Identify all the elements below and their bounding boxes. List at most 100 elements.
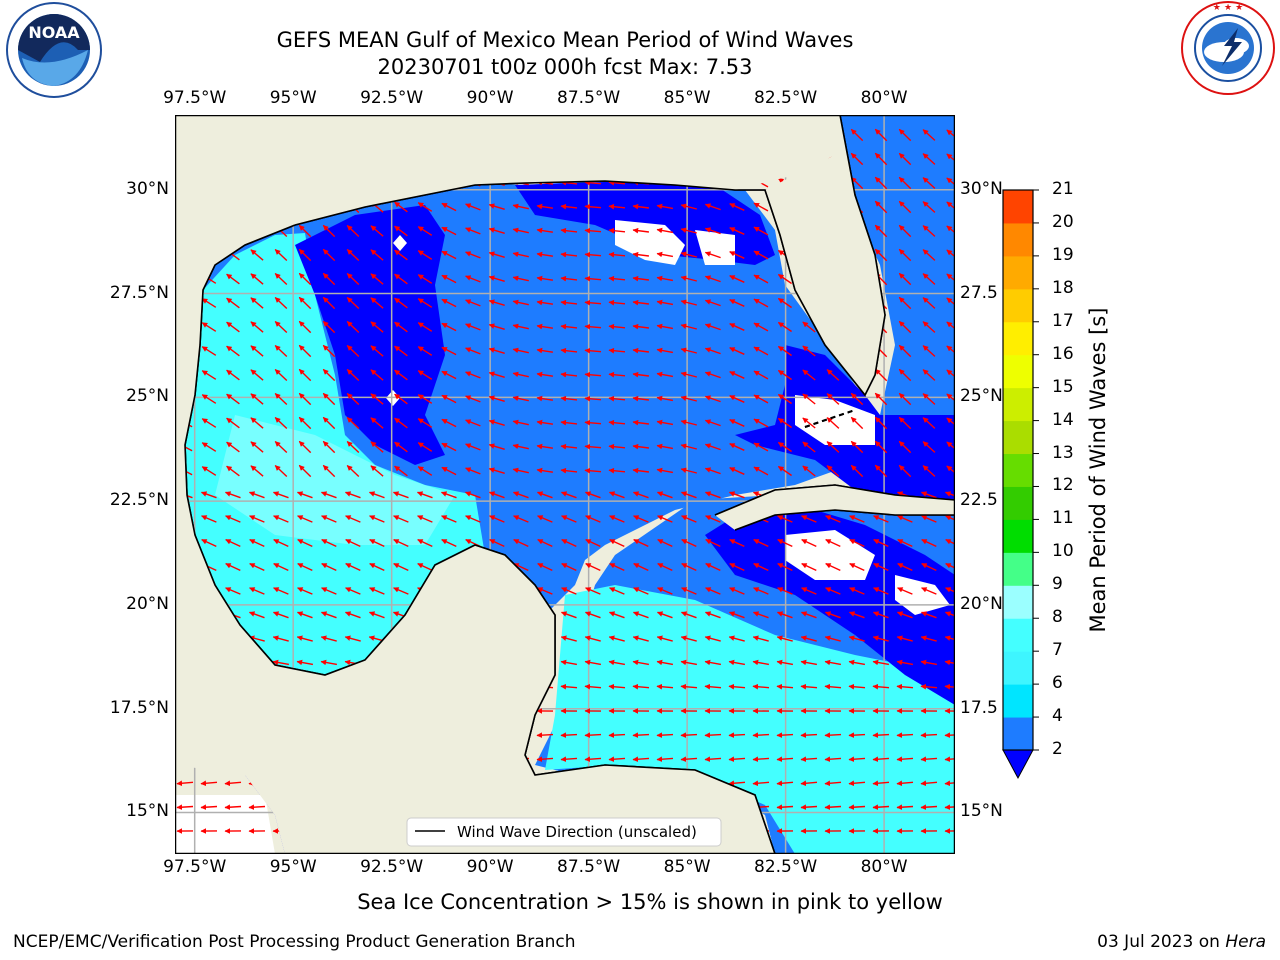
axis-tick-label: 87.5°W [557, 857, 621, 877]
wind-wave-arrow [488, 299, 505, 306]
legend-label: Wind Wave Direction (unscaled) [457, 823, 697, 841]
wind-wave-arrow [874, 248, 888, 262]
wind-wave-arrow [249, 587, 265, 595]
colorbar-tick-label: 2 [1052, 739, 1063, 759]
wind-wave-arrow [298, 272, 312, 286]
wind-wave-arrow [250, 297, 264, 309]
axis-tick-label: 95°W [269, 857, 317, 877]
wind-wave-arrow [488, 275, 505, 282]
wind-wave-arrow [898, 296, 912, 310]
wind-wave-arrow [394, 201, 408, 213]
wind-wave-arrow [922, 465, 936, 477]
wind-wave-arrow [729, 251, 745, 259]
wind-wave-arrow [296, 659, 314, 666]
wind-wave-arrow [826, 417, 840, 429]
wind-wave-arrow [488, 227, 505, 234]
wind-wave-arrow [704, 323, 721, 331]
wind-wave-arrow [513, 562, 529, 572]
wind-wave-arrow [848, 683, 866, 690]
wind-wave-arrow [800, 804, 818, 810]
white-patch-8 [175, 795, 275, 854]
wind-wave-arrow [346, 464, 360, 478]
wind-wave-arrow [753, 370, 769, 380]
wind-wave-arrow [322, 368, 336, 382]
wind-wave-arrow [584, 443, 602, 450]
wind-wave-arrow [704, 683, 722, 690]
wind-wave-arrow [632, 635, 649, 642]
wind-wave-arrow [488, 347, 505, 354]
wind-wave-arrow [584, 227, 602, 234]
wind-wave-arrow [753, 394, 769, 404]
wind-wave-arrow [920, 491, 937, 499]
wind-wave-arrow [680, 395, 697, 402]
wind-wave-arrow [873, 587, 889, 595]
wind-wave-arrow [849, 562, 865, 572]
wind-wave-arrow [297, 538, 313, 548]
wind-wave-arrow [488, 323, 505, 330]
wind-wave-arrow [704, 347, 721, 355]
wind-wave-arrow [346, 416, 360, 430]
wind-wave-arrow [874, 200, 888, 214]
wind-wave-arrow [608, 683, 626, 690]
wind-wave-arrow [584, 323, 602, 330]
wind-wave-arrow [824, 683, 842, 690]
wind-wave-arrow [489, 538, 505, 548]
wind-wave-arrow [728, 756, 746, 763]
wind-wave-arrow [896, 732, 914, 738]
wind-wave-arrow [922, 297, 936, 309]
dark-blue-yucatan [705, 510, 955, 705]
wind-wave-arrow [201, 538, 217, 548]
wind-wave-arrow [776, 635, 793, 642]
land-cuba-overlay [715, 485, 955, 530]
map-plot: Wind Wave Direction (unscaled) [175, 115, 955, 854]
wind-wave-arrow [394, 273, 408, 285]
wind-wave-arrow [753, 418, 769, 428]
wind-wave-arrow [705, 562, 721, 572]
wind-wave-arrow [800, 732, 818, 738]
wind-wave-arrow [370, 297, 384, 309]
colorbar-tick-label: 4 [1052, 706, 1063, 727]
wind-wave-arrow [226, 273, 240, 285]
wind-wave-arrow [656, 756, 674, 763]
wind-wave-arrow [370, 465, 384, 477]
colorbar-segment [1003, 387, 1033, 422]
wind-wave-arrow [681, 538, 697, 548]
wind-wave-arrow [441, 538, 457, 548]
wind-wave-arrow [417, 418, 433, 428]
wind-wave-arrow [704, 251, 721, 259]
wind-wave-arrow [176, 804, 194, 810]
wind-wave-arrow [729, 203, 745, 211]
wind-wave-arrow [898, 344, 912, 358]
wind-wave-arrow [608, 732, 626, 738]
wind-wave-arrow [226, 465, 240, 477]
wind-wave-arrow [584, 299, 602, 306]
axis-tick-label: 27.5 [960, 282, 998, 303]
chart-title-line1: GEFS MEAN Gulf of Mexico Mean Period of … [276, 28, 854, 52]
wind-wave-arrow [512, 203, 529, 210]
wind-wave-arrow [680, 371, 697, 378]
wind-wave-arrow [584, 275, 602, 282]
wind-wave-arrow [777, 465, 792, 477]
wind-wave-arrow [608, 756, 626, 763]
wind-wave-arrow [777, 515, 793, 523]
wind-wave-arrow [346, 320, 360, 334]
wind-wave-arrow [826, 441, 840, 453]
wind-wave-arrow [536, 275, 554, 282]
wind-wave-arrow [465, 203, 481, 211]
wind-wave-arrow [512, 419, 529, 426]
wind-wave-arrow [465, 515, 481, 523]
wind-wave-arrow [584, 611, 601, 619]
wind-wave-arrow [224, 804, 242, 810]
wind-wave-arrow [656, 275, 674, 282]
wind-wave-arrow [560, 323, 578, 330]
wind-wave-arrow [729, 395, 745, 403]
wind-wave-arrow [729, 538, 745, 548]
wind-wave-arrow [488, 491, 505, 499]
wind-wave-arrow [680, 203, 697, 210]
wind-wave-arrow [872, 683, 890, 690]
colorbar-tick-label: 9 [1052, 574, 1063, 595]
wind-wave-arrow [248, 491, 265, 499]
dark-blue-north [295, 205, 445, 465]
land-florida-overlay [765, 115, 885, 395]
wind-wave-arrow [752, 780, 770, 787]
